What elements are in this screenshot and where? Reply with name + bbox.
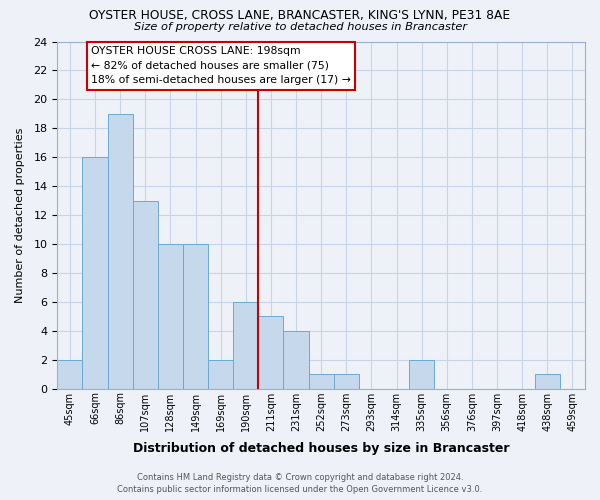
Text: Size of property relative to detached houses in Brancaster: Size of property relative to detached ho… bbox=[133, 22, 467, 32]
Text: OYSTER HOUSE, CROSS LANE, BRANCASTER, KING'S LYNN, PE31 8AE: OYSTER HOUSE, CROSS LANE, BRANCASTER, KI… bbox=[89, 9, 511, 22]
Bar bbox=[208, 360, 233, 388]
Bar bbox=[334, 374, 359, 388]
X-axis label: Distribution of detached houses by size in Brancaster: Distribution of detached houses by size … bbox=[133, 442, 509, 455]
Bar bbox=[308, 374, 334, 388]
Bar bbox=[233, 302, 259, 388]
Bar bbox=[183, 244, 208, 388]
Bar bbox=[283, 331, 308, 388]
Text: OYSTER HOUSE CROSS LANE: 198sqm
← 82% of detached houses are smaller (75)
18% of: OYSTER HOUSE CROSS LANE: 198sqm ← 82% of… bbox=[91, 46, 351, 86]
Text: Contains HM Land Registry data © Crown copyright and database right 2024.
Contai: Contains HM Land Registry data © Crown c… bbox=[118, 472, 482, 494]
Bar bbox=[158, 244, 183, 388]
Bar bbox=[409, 360, 434, 388]
Bar bbox=[82, 157, 107, 388]
Bar bbox=[535, 374, 560, 388]
Bar bbox=[259, 316, 283, 388]
Y-axis label: Number of detached properties: Number of detached properties bbox=[15, 128, 25, 302]
Bar bbox=[107, 114, 133, 388]
Bar bbox=[133, 200, 158, 388]
Bar bbox=[58, 360, 82, 388]
